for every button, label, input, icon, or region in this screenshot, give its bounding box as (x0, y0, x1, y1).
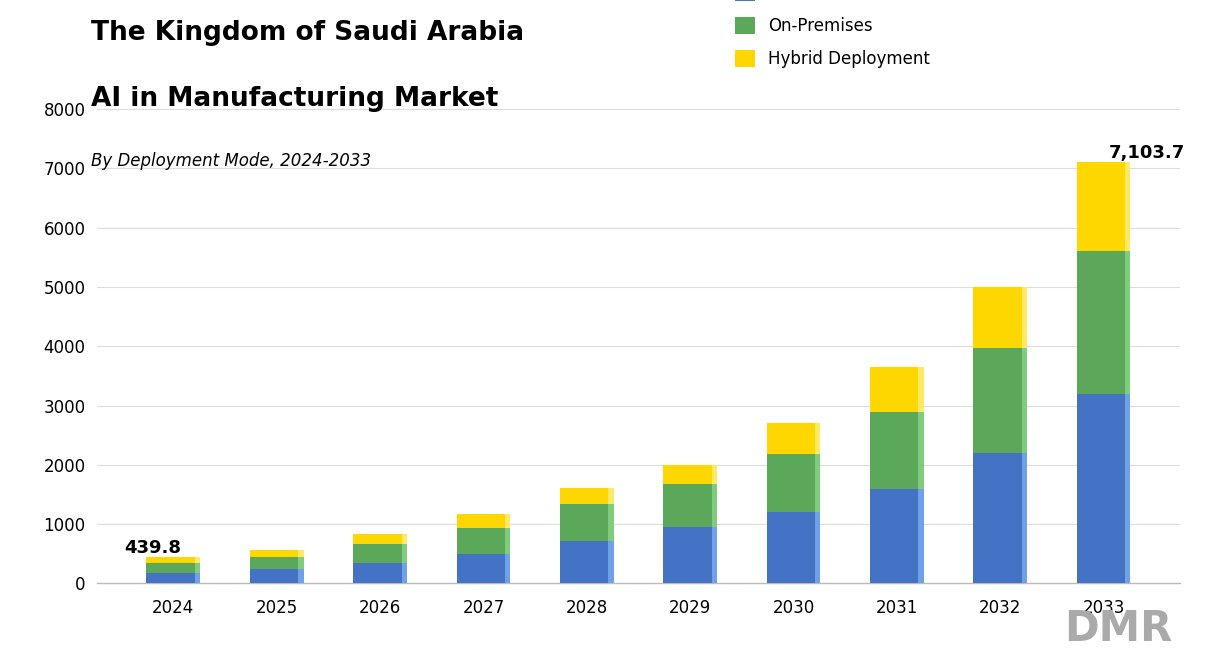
Text: 7,103.7: 7,103.7 (1109, 144, 1184, 162)
Bar (1076, 251, 1131, 394)
Bar (608, 504, 614, 541)
Bar (353, 544, 407, 564)
Text: By Deployment Mode, 2024-2033: By Deployment Mode, 2024-2033 (91, 152, 371, 170)
Bar (973, 347, 1028, 453)
Bar (559, 488, 614, 504)
Bar (456, 514, 511, 528)
Bar (559, 504, 614, 541)
Text: 439.8: 439.8 (124, 538, 181, 557)
Bar (918, 489, 924, 583)
Bar (711, 465, 717, 485)
Bar (1021, 347, 1028, 453)
Bar (1125, 162, 1131, 251)
Bar (195, 563, 201, 573)
Bar (815, 512, 821, 583)
Bar (1076, 162, 1131, 251)
Legend: Cloud-Based, On-Premises, Hybrid Deployment: Cloud-Based, On-Premises, Hybrid Deploym… (728, 0, 936, 75)
Bar (711, 527, 717, 583)
Bar (973, 287, 1028, 347)
Bar (249, 558, 304, 570)
Bar (505, 514, 511, 528)
Bar (298, 550, 304, 558)
Bar (505, 528, 511, 554)
Bar (663, 527, 717, 583)
Bar (663, 465, 717, 485)
Bar (195, 558, 201, 563)
Bar (146, 563, 201, 573)
Bar (663, 485, 717, 527)
Bar (146, 573, 201, 583)
Bar (608, 488, 614, 504)
Bar (249, 550, 304, 558)
Bar (401, 564, 407, 583)
Bar (249, 570, 304, 583)
Bar (353, 534, 407, 544)
Bar (401, 544, 407, 564)
Bar (353, 564, 407, 583)
Bar (973, 453, 1028, 583)
Bar (766, 424, 821, 454)
Bar (608, 541, 614, 583)
Bar (195, 573, 201, 583)
Bar (146, 558, 201, 563)
Text: The Kingdom of Saudi Arabia: The Kingdom of Saudi Arabia (91, 20, 524, 46)
Bar (869, 367, 924, 412)
Bar (298, 558, 304, 570)
Bar (1125, 251, 1131, 394)
Bar (766, 512, 821, 583)
Bar (1125, 394, 1131, 583)
Bar (1021, 453, 1028, 583)
Bar (505, 554, 511, 583)
Bar (1021, 287, 1028, 347)
Bar (815, 454, 821, 512)
Bar (298, 570, 304, 583)
Bar (766, 454, 821, 512)
Bar (918, 412, 924, 489)
Text: DMR: DMR (1064, 608, 1172, 650)
Bar (711, 485, 717, 527)
Text: AI in Manufacturing Market: AI in Manufacturing Market (91, 86, 499, 112)
Bar (869, 412, 924, 489)
Bar (918, 367, 924, 412)
Bar (456, 554, 511, 583)
Bar (559, 541, 614, 583)
Bar (815, 424, 821, 454)
Bar (1076, 394, 1131, 583)
Bar (456, 528, 511, 554)
Bar (869, 489, 924, 583)
Bar (401, 534, 407, 544)
